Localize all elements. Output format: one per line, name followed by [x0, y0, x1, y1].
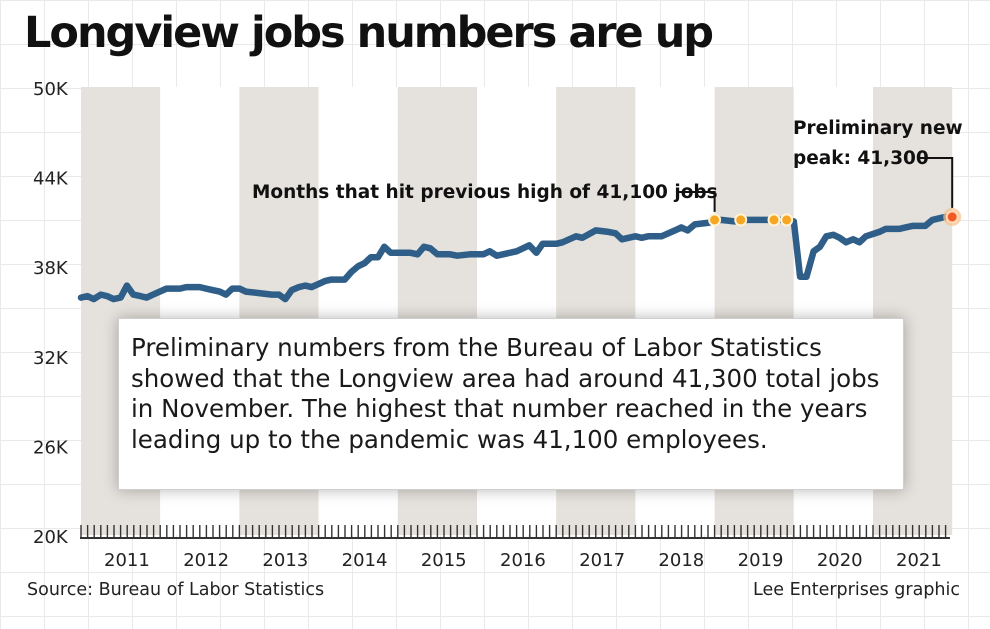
y-axis: 50K 44K 38K 32K 26K 20K — [33, 79, 69, 548]
source-note: Source: Bureau of Labor Statistics — [27, 580, 325, 600]
x-tick-label: 2016 — [500, 550, 546, 571]
credit-note: Lee Enterprises graphic — [753, 580, 960, 600]
annotations: Months that hit previous high of 41,100 … — [252, 118, 963, 212]
annotation-leader — [917, 157, 954, 208]
highlight-marker — [734, 213, 748, 227]
x-tick-label: 2012 — [183, 550, 229, 571]
x-axis: 2011 2012 2013 2014 2015 2016 2017 2018 2019 2020… — [80, 525, 950, 571]
x-tick-label: 2014 — [342, 550, 388, 571]
x-tick-label: 2017 — [579, 550, 625, 571]
annotation-previous-high: Months that hit previous high of 41,100 … — [252, 182, 718, 203]
x-tick-label: 2015 — [421, 550, 467, 571]
callout-box: Preliminary numbers from the Bureau of L… — [118, 318, 904, 490]
y-tick-label: 26K — [33, 437, 69, 458]
y-tick-label: 44K — [33, 169, 69, 190]
chart-title: Longview jobs numbers are up — [24, 8, 714, 58]
highlight-marker — [767, 213, 781, 227]
y-tick-label: 32K — [33, 348, 69, 369]
x-tick-label: 2011 — [104, 550, 150, 571]
highlight-marker — [780, 213, 794, 227]
x-tick-label: 2013 — [262, 550, 308, 571]
x-tick-label: 2018 — [658, 550, 704, 571]
annotation-new-peak: peak: 41,300 — [793, 148, 929, 169]
x-tick-label: 2021 — [896, 550, 942, 571]
y-tick-label: 50K — [33, 79, 69, 100]
annotation-leader — [676, 191, 716, 212]
peak-marker — [945, 210, 959, 224]
callout-text: Preliminary numbers from the Bureau of L… — [131, 333, 880, 454]
highlight-markers — [708, 207, 962, 227]
x-tick-label: 2019 — [738, 550, 784, 571]
y-tick-label: 20K — [33, 527, 69, 548]
y-tick-label: 38K — [33, 258, 69, 279]
highlight-marker — [708, 213, 722, 227]
x-tick-label: 2020 — [817, 550, 863, 571]
annotation-new-peak: Preliminary new — [793, 118, 963, 139]
series-line-jobs — [77, 213, 956, 303]
